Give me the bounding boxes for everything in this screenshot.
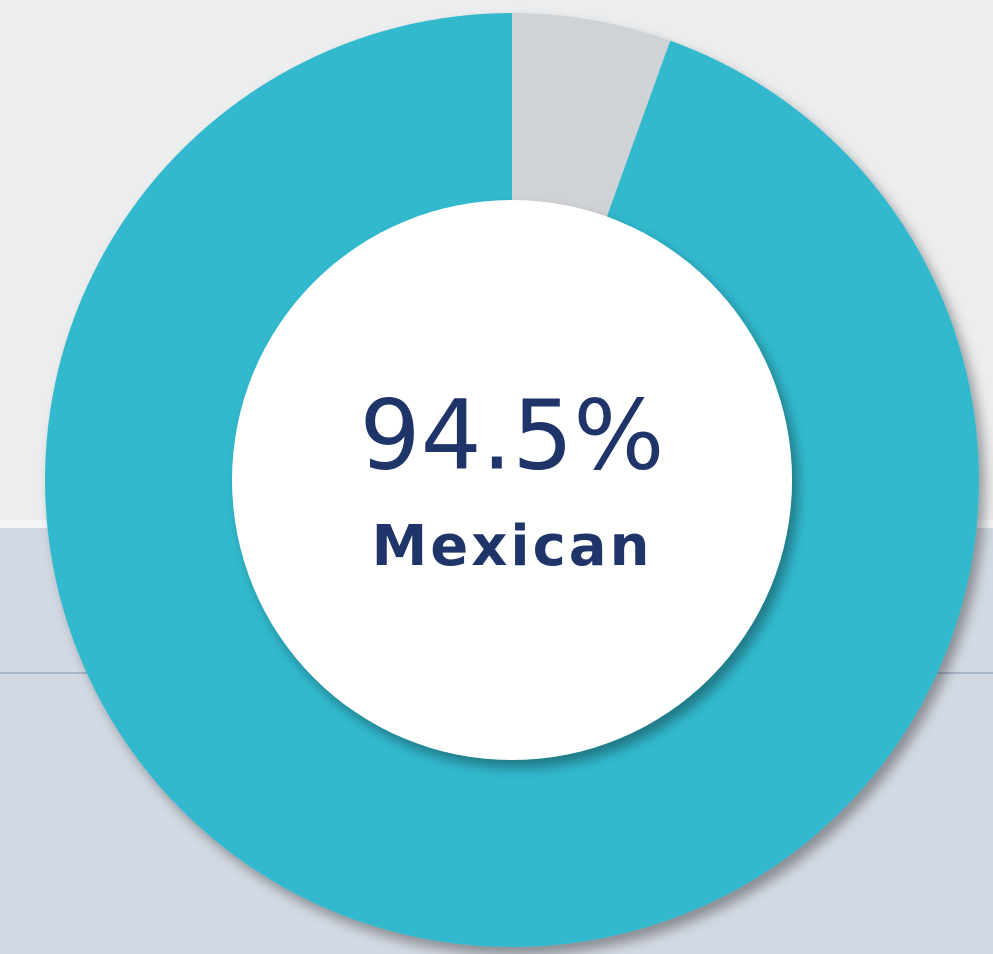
category-label: Mexican (372, 514, 653, 579)
donut-hole (232, 200, 792, 760)
value-label: 94.5% (360, 379, 665, 491)
